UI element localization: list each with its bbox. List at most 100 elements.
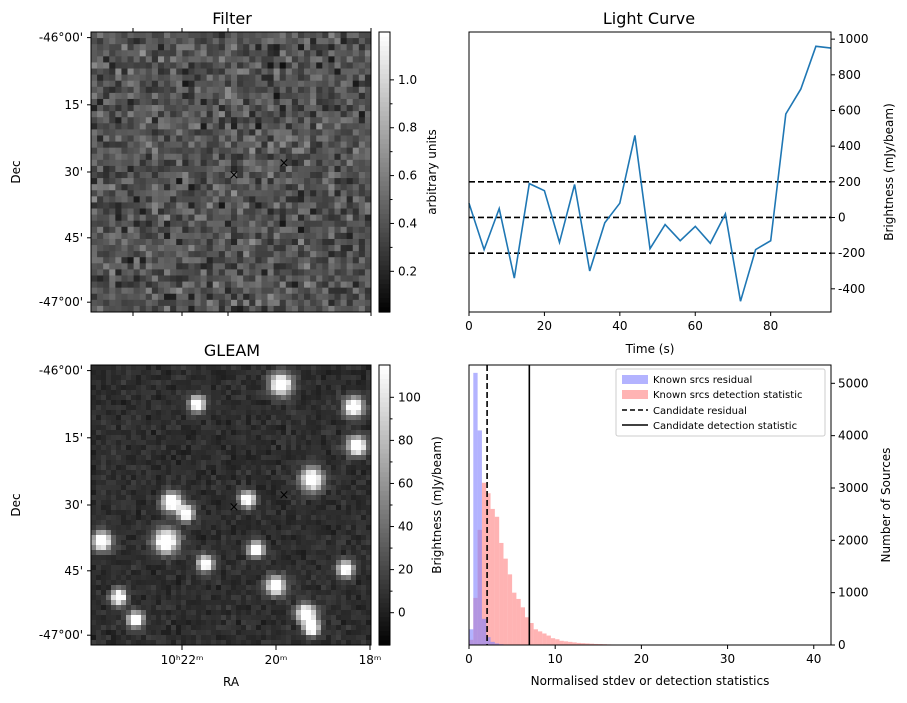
- pixel: [322, 202, 328, 208]
- pixel: [261, 99, 267, 105]
- pixel: [231, 405, 236, 410]
- pixel: [96, 380, 101, 385]
- pixel: [274, 148, 280, 154]
- pixel: [201, 525, 206, 530]
- pixel: [347, 245, 353, 251]
- pixel: [207, 99, 213, 105]
- pixel: [353, 257, 359, 263]
- pixel: [241, 520, 246, 525]
- pixel: [353, 263, 359, 269]
- pixel: [116, 545, 121, 550]
- pixel: [171, 570, 176, 575]
- pixel: [321, 420, 326, 425]
- pixel: [296, 455, 301, 460]
- pixel: [231, 257, 237, 263]
- pixel: [201, 300, 207, 306]
- pixel: [97, 99, 103, 105]
- pixel: [346, 515, 351, 520]
- pixel: [336, 550, 341, 555]
- pixel: [286, 62, 292, 68]
- pixel: [310, 294, 316, 300]
- pixel: [331, 475, 336, 480]
- pixel: [341, 525, 346, 530]
- pixel: [96, 385, 101, 390]
- pixel: [181, 535, 186, 540]
- pixel: [140, 123, 146, 129]
- pixel: [146, 375, 151, 380]
- pixel: [96, 370, 101, 375]
- pixel: [186, 485, 191, 490]
- pixel: [351, 550, 356, 555]
- pixel: [166, 505, 171, 510]
- filter-ylabel: Dec: [9, 160, 23, 183]
- pixel: [134, 148, 140, 154]
- pixel: [106, 420, 111, 425]
- pixel: [221, 510, 226, 515]
- pixel: [152, 263, 158, 269]
- pixel: [128, 209, 134, 215]
- pixel: [207, 50, 213, 56]
- pixel: [196, 580, 201, 585]
- pixel: [213, 275, 219, 281]
- pixel: [310, 87, 316, 93]
- pixel: [97, 44, 103, 50]
- pixel: [231, 375, 236, 380]
- pixel: [301, 565, 306, 570]
- pixel: [306, 555, 311, 560]
- pixel: [96, 375, 101, 380]
- pixel: [326, 410, 331, 415]
- pixel: [140, 142, 146, 148]
- pixel: [111, 525, 116, 530]
- pixel: [268, 178, 274, 184]
- pixel: [304, 111, 310, 117]
- pixel: [109, 251, 115, 257]
- pixel: [281, 510, 286, 515]
- pixel: [328, 245, 334, 251]
- pixel: [206, 410, 211, 415]
- pixel: [351, 500, 356, 505]
- pixel: [106, 435, 111, 440]
- pixel: [141, 380, 146, 385]
- pixel: [310, 288, 316, 294]
- pixel: [186, 535, 191, 540]
- pixel: [276, 370, 281, 375]
- pixel: [316, 50, 322, 56]
- pixel: [156, 430, 161, 435]
- pixel: [268, 56, 274, 62]
- pixel: [261, 400, 266, 405]
- pixel: [91, 81, 97, 87]
- pixel: [326, 545, 331, 550]
- pixel: [286, 455, 291, 460]
- pixel: [116, 460, 121, 465]
- pixel: [322, 93, 328, 99]
- pixel: [292, 190, 298, 196]
- pixel: [164, 105, 170, 111]
- pixel: [301, 435, 306, 440]
- pixel: [225, 32, 231, 38]
- pixel: [146, 405, 151, 410]
- pixel: [166, 415, 171, 420]
- pixel: [274, 221, 280, 227]
- pixel: [249, 282, 255, 288]
- pixel: [171, 425, 176, 430]
- pixel: [241, 380, 246, 385]
- pixel: [146, 460, 151, 465]
- pixel: [158, 148, 164, 154]
- pixel: [334, 123, 340, 129]
- pixel: [176, 370, 181, 375]
- pixel: [186, 555, 191, 560]
- pixel: [182, 215, 188, 221]
- pixel: [311, 450, 316, 455]
- pixel: [171, 485, 176, 490]
- pixel: [311, 595, 316, 600]
- pixel: [136, 515, 141, 520]
- pixel: [226, 465, 231, 470]
- pixel: [361, 595, 366, 600]
- pixel: [106, 440, 111, 445]
- pixel: [103, 184, 109, 190]
- pixel: [176, 410, 181, 415]
- pixel: [311, 545, 316, 550]
- pixel: [316, 190, 322, 196]
- pixel: [216, 535, 221, 540]
- pixel: [111, 375, 116, 380]
